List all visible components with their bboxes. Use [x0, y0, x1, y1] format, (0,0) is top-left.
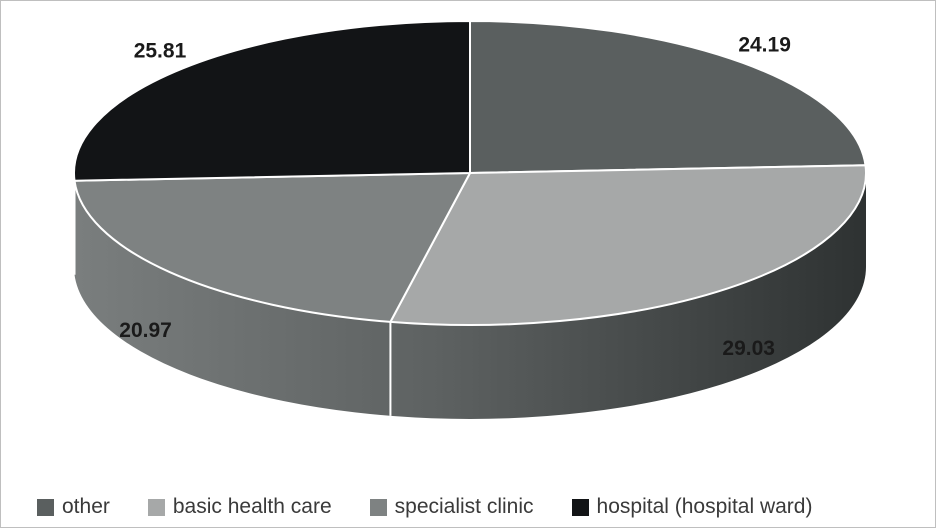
legend-label: specialist clinic [394, 495, 534, 518]
pie-slices [73, 20, 867, 326]
pie-chart: 24.19 29.03 20.97 25.81 [73, 20, 867, 419]
legend-swatch [147, 498, 165, 516]
legend-swatch [369, 498, 387, 516]
legend-swatch [37, 498, 54, 516]
data-label: 24.19 [738, 34, 791, 57]
legend-label: basic health care [172, 495, 332, 518]
legend-item-hospital: hospital (hospital ward) [571, 495, 813, 519]
legend-label: hospital (hospital ward) [596, 495, 813, 518]
data-label: 29.03 [722, 337, 775, 360]
data-label: 20.97 [119, 319, 172, 342]
legend: other basic health care specialist clini… [37, 495, 812, 519]
pie-slice-hospital-hospital-ward [73, 20, 471, 182]
pie-data-labels: 24.19 29.03 20.97 25.81 [119, 34, 791, 360]
legend-item-specialist-clinic: specialist clinic [369, 495, 534, 519]
pie-side-wall [74, 173, 866, 419]
pie-sides [73, 173, 866, 419]
pie-slice-specialist-clinic [73, 172, 471, 323]
legend-swatch [571, 498, 589, 516]
data-label: 25.81 [134, 39, 187, 62]
pie-slice-other [469, 20, 867, 174]
legend-item-basic-health-care: basic health care [147, 495, 332, 519]
legend-label: other [62, 495, 110, 518]
pie-slice-basic-health-care [389, 164, 867, 326]
legend-item-other: other [37, 495, 110, 519]
